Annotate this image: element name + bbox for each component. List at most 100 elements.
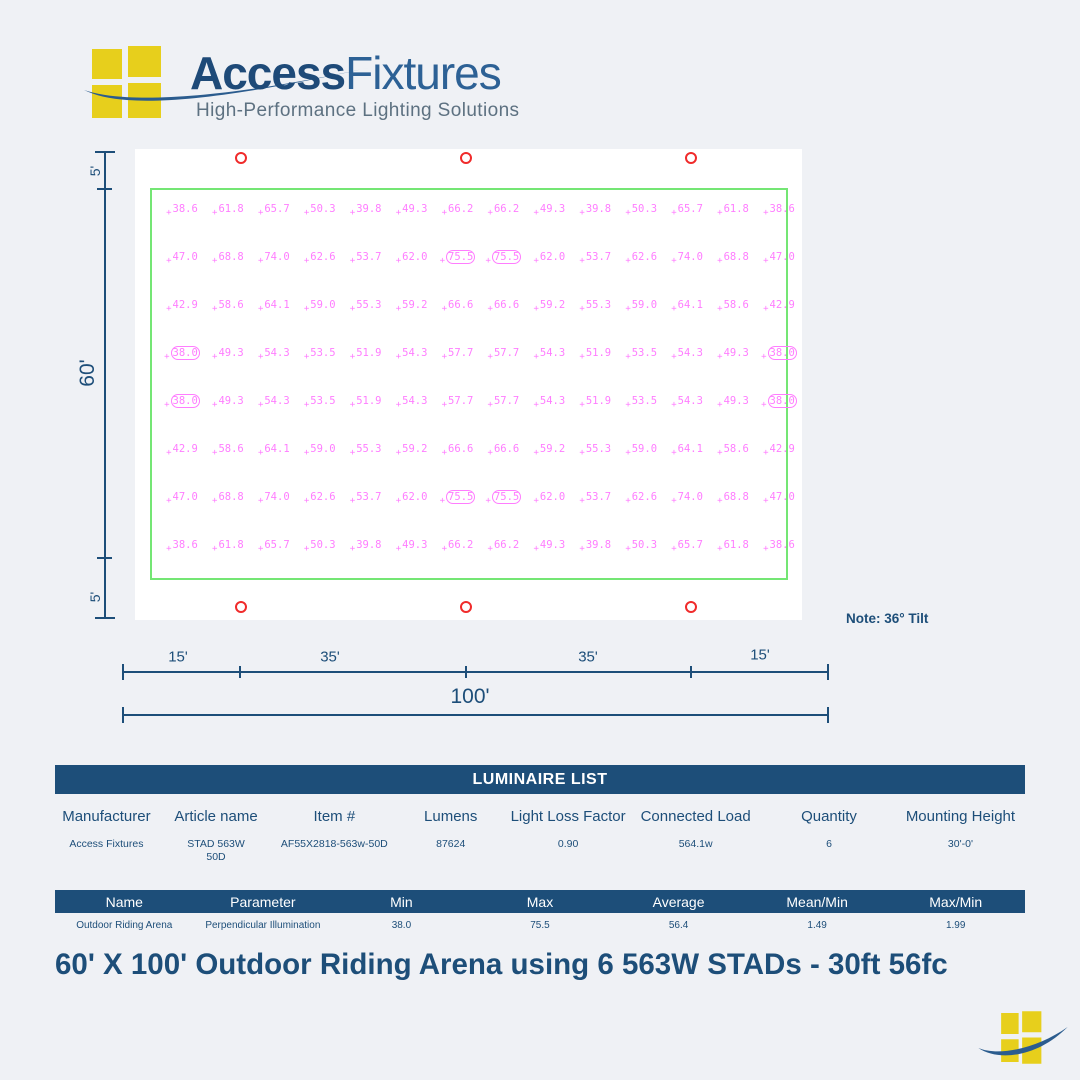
column-header: Max [526, 893, 554, 910]
arena-boundary [150, 188, 788, 580]
luminaire-list-title: LUMINAIRE LIST [55, 765, 1025, 794]
illuminance-value: +54.3 [533, 347, 566, 362]
illuminance-value: +62.0 [395, 491, 428, 506]
illuminance-value: +68.8 [717, 491, 749, 506]
illuminance-value: +55.3 [349, 443, 382, 458]
dim-label-100ft: 100' [450, 685, 490, 708]
illuminance-value: +55.3 [579, 443, 612, 458]
illuminance-value: +61.8 [717, 203, 749, 218]
illuminance-value: +64.1 [257, 299, 290, 314]
column-header: Quantity [801, 808, 857, 825]
illuminance-value: +62.6 [303, 251, 336, 266]
illuminance-value: +38.6 [166, 539, 198, 554]
illuminance-value: +59.0 [625, 299, 658, 314]
illuminance-value: +53.5 [303, 347, 336, 362]
column-header: Manufacturer [62, 808, 151, 825]
dim-label-15ft-right: 15' [750, 646, 770, 664]
illuminance-value: +53.5 [625, 395, 658, 410]
illuminance-value: +50.3 [303, 539, 336, 554]
illuminance-value: +75.5 [485, 250, 522, 266]
dimension-cap [122, 707, 124, 723]
illuminance-value: +64.1 [671, 443, 703, 458]
illuminance-value: +50.3 [303, 203, 336, 218]
table-cell: 0.90 [557, 838, 579, 850]
illuminance-value: +47.0 [166, 251, 198, 266]
illuminance-value: +49.3 [717, 395, 749, 410]
dimension-cap [827, 664, 829, 680]
dim-label-60ft: 60' [76, 359, 99, 387]
luminaire-list-header-row: Manufacturer Article name Item # Lumens … [55, 794, 1025, 827]
luminaire-marker [460, 601, 472, 613]
illuminance-value: +68.8 [212, 251, 244, 266]
illuminance-value: +50.3 [625, 539, 658, 554]
summary-data-row: Outdoor Riding Arena Perpendicular Illum… [55, 913, 1025, 931]
brand-name-access: Access [190, 47, 346, 99]
illuminance-value: +68.8 [212, 491, 244, 506]
left-dimension-line [104, 152, 106, 618]
illuminance-value: +62.0 [533, 491, 566, 506]
illuminance-value: +55.3 [349, 299, 382, 314]
dimension-tick [465, 666, 467, 678]
dimension-tick [97, 557, 112, 559]
accessfixtures-logo-icon [978, 1011, 1068, 1064]
illuminance-value: +66.6 [487, 443, 520, 458]
illuminance-value: +38.6 [763, 539, 795, 554]
illuminance-value: +68.8 [717, 251, 749, 266]
total-dimension-line [123, 714, 828, 716]
illuminance-value: +39.8 [349, 539, 382, 554]
summary-header-row: Name Parameter Min Max Average Mean/Min … [55, 890, 1025, 913]
illuminance-value: +47.0 [763, 251, 795, 266]
illuminance-value: +66.6 [441, 299, 474, 314]
dimension-cap [95, 151, 115, 153]
illuminance-value: +51.9 [579, 395, 612, 410]
illuminance-value: +62.6 [303, 491, 336, 506]
brand-tagline: High-Performance Lighting Solutions [196, 100, 520, 121]
column-header: Min [390, 893, 413, 910]
column-header: Name [105, 893, 143, 910]
table-cell: 56.4 [668, 920, 689, 931]
illuminance-value: +38.6 [166, 203, 198, 218]
table-cell: STAD 563W 50D [187, 838, 245, 863]
illuminance-value: +59.0 [625, 443, 658, 458]
illuminance-value: +47.0 [166, 491, 198, 506]
illuminance-value: +75.5 [439, 490, 476, 506]
table-cell: AF55X2818-563w-50D [280, 838, 388, 850]
luminaire-marker [235, 152, 247, 164]
illuminance-value: +66.2 [441, 539, 474, 554]
illuminance-value: +53.5 [625, 347, 658, 362]
dim-label-5ft-top: 5' [87, 165, 103, 177]
column-header: Max/Min [929, 893, 983, 910]
dim-label-5ft-bottom: 5' [87, 591, 103, 603]
illuminance-value: +61.8 [212, 203, 244, 218]
illuminance-value: +62.0 [533, 251, 566, 266]
illuminance-value: +65.7 [671, 203, 703, 218]
illuminance-value: +53.7 [579, 491, 612, 506]
illuminance-value: +74.0 [257, 491, 290, 506]
dimension-tick [239, 666, 241, 678]
illuminance-value: +38.6 [763, 203, 795, 218]
illuminance-value: +53.5 [303, 395, 336, 410]
illuminance-value: +59.2 [533, 443, 566, 458]
table-cell: 30'-0' [947, 838, 973, 850]
illuminance-value: +54.3 [395, 347, 428, 362]
luminaire-marker [235, 601, 247, 613]
illuminance-value: +66.2 [487, 203, 520, 218]
illuminance-value: +61.8 [717, 539, 749, 554]
table-cell: 1.49 [807, 920, 827, 931]
illuminance-value: +54.3 [395, 395, 428, 410]
illuminance-value: +49.3 [212, 395, 244, 410]
illuminance-value: +53.7 [579, 251, 612, 266]
column-header: Average [652, 893, 705, 910]
illuminance-value: +66.6 [441, 443, 474, 458]
illuminance-value: +62.0 [395, 251, 428, 266]
illuminance-value: +62.6 [625, 251, 658, 266]
illuminance-value: +65.7 [257, 203, 290, 218]
illuminance-value: +74.0 [671, 251, 703, 266]
illuminance-value: +47.0 [763, 491, 795, 506]
illuminance-value: +55.3 [579, 299, 612, 314]
illuminance-value: +66.2 [441, 203, 474, 218]
illuminance-value: +64.1 [671, 299, 703, 314]
illuminance-value: +66.2 [487, 539, 520, 554]
column-header: Parameter [230, 893, 296, 910]
